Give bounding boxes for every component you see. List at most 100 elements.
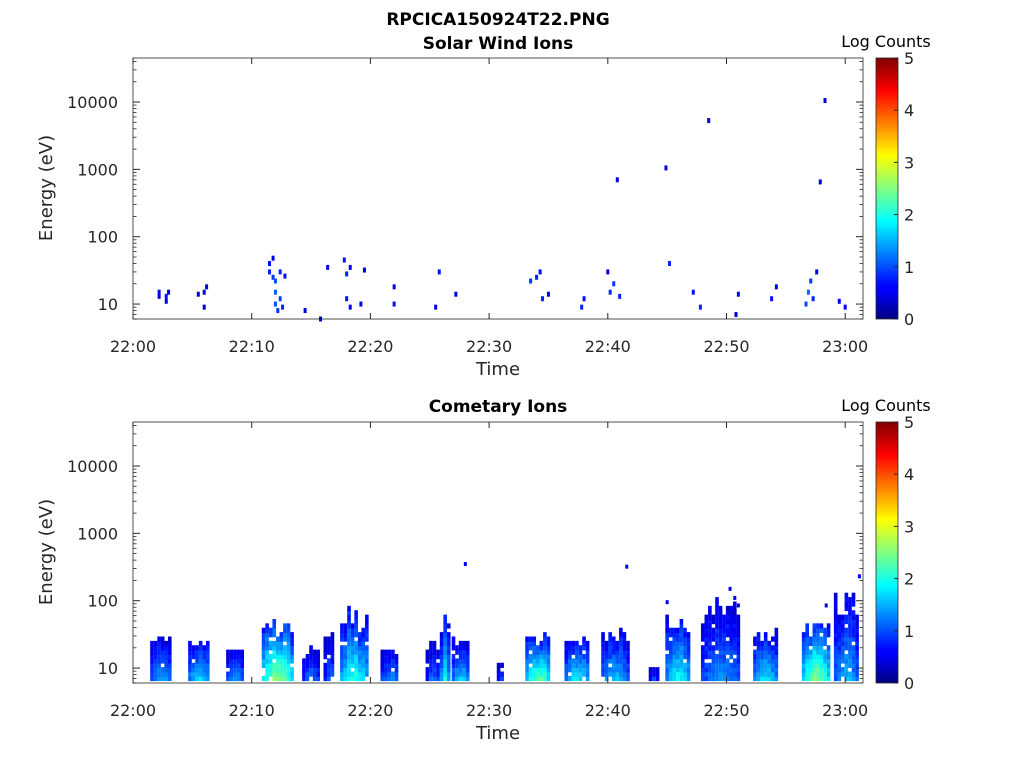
heatmap-cell: [844, 627, 849, 633]
heatmap-cell: [700, 671, 705, 677]
heatmap-cell: [343, 623, 348, 629]
heatmap-cell: [347, 610, 351, 616]
heatmap-cell: [615, 649, 620, 655]
heatmap-cell: [774, 662, 779, 668]
heatmap-cell: [236, 671, 241, 677]
heatmap-cell: [500, 675, 504, 682]
heatmap-cell: [823, 658, 827, 664]
heatmap-cell: [615, 667, 620, 673]
heatmap-cell: [708, 627, 712, 633]
heatmap-cell: [150, 658, 154, 664]
heatmap-cell: [604, 658, 609, 664]
heatmap-cell: [816, 671, 820, 677]
heatmap-cell: [164, 662, 169, 668]
heatmap-cell: [837, 675, 842, 682]
heatmap-cell: [808, 671, 813, 677]
heatmap-cell: [436, 675, 440, 682]
heatmap-cell: [458, 658, 463, 664]
heatmap-cell: [240, 667, 245, 673]
heatmap-cell: [312, 654, 317, 660]
heatmap-cell: [564, 667, 569, 673]
heatmap-cell: [525, 662, 529, 668]
heatmap-cell: [715, 605, 719, 612]
heatmap-cell: [354, 649, 358, 655]
heatmap-cell: [626, 649, 630, 655]
heatmap-cell: [153, 654, 158, 660]
heatmap-cell: [446, 649, 451, 655]
heatmap-cell: [708, 614, 712, 620]
heatmap-cell: [354, 614, 358, 620]
heatmap-cell: [546, 636, 551, 642]
heatmap-cell: [327, 640, 331, 647]
heatmap-cell: [763, 636, 768, 642]
heatmap-cell: [601, 636, 605, 642]
heatmap-cell: [801, 640, 806, 647]
heatmap-cell: [672, 632, 677, 638]
heatmap-cell: [500, 662, 504, 668]
y-axis-label: Energy (eV): [36, 135, 57, 241]
heatmap-cell: [708, 671, 712, 677]
heatmap-cell: [323, 662, 328, 668]
heatmap-cell: [606, 269, 610, 275]
heatmap-cell: [443, 671, 447, 677]
heatmap-cell: [164, 654, 169, 660]
heatmap-cell: [679, 658, 684, 664]
heatmap-cell: [668, 632, 673, 638]
heatmap-cell: [805, 658, 810, 664]
heatmap-cell: [283, 649, 287, 655]
heatmap-cell: [157, 675, 161, 682]
heatmap-cell: [601, 649, 605, 655]
heatmap-cell: [319, 316, 323, 322]
heatmap-cell: [665, 658, 669, 664]
heatmap-cell: [770, 662, 775, 668]
heatmap-cell: [564, 675, 569, 682]
heatmap-cell: [500, 671, 504, 677]
heatmap-cell: [340, 675, 344, 682]
heatmap-cell: [164, 667, 169, 673]
heatmap-cell: [763, 658, 768, 664]
heatmap-cell: [350, 632, 355, 638]
heatmap-cell: [316, 649, 320, 655]
heatmap-cell: [276, 640, 280, 647]
heatmap-cell: [380, 662, 385, 668]
colorbar-ticks: 0 1 2 3 4 5: [894, 49, 914, 329]
y-tick-label: 10000: [67, 457, 118, 476]
heatmap-cell: [575, 654, 579, 660]
heatmap-cell: [261, 636, 266, 642]
heatmap-cell: [528, 636, 533, 642]
y-tick-label: 100: [87, 228, 118, 247]
heatmap-cell: [729, 649, 734, 655]
heatmap-cell: [725, 640, 730, 647]
heatmap-cell: [439, 640, 444, 647]
heatmap-cell: [305, 667, 310, 673]
heatmap-cell: [575, 662, 579, 668]
heatmap-cell: [354, 654, 358, 660]
heatmap-cell: [676, 658, 680, 664]
heatmap-cell: [286, 671, 291, 677]
heatmap-cell: [736, 675, 741, 682]
heatmap-cell: [391, 654, 395, 660]
heatmap-cell: [350, 645, 355, 651]
heatmap-cell: [841, 658, 845, 664]
heatmap-cell: [715, 632, 719, 638]
heatmap-cell: [340, 662, 344, 668]
heatmap-cell: [686, 645, 691, 651]
heatmap-cell: [191, 645, 196, 651]
heatmap-cell: [668, 675, 673, 682]
heatmap-cell: [582, 667, 586, 673]
heatmap-cell: [443, 658, 447, 664]
heatmap-cell: [153, 649, 158, 655]
heatmap-cell: [268, 671, 273, 677]
heatmap-cell: [276, 645, 280, 651]
heatmap-cell: [812, 645, 817, 651]
heatmap-cell: [826, 654, 831, 660]
heatmap-cell: [150, 649, 154, 655]
heatmap-cell: [340, 645, 344, 651]
heatmap-cell: [801, 645, 806, 651]
heatmap-cell: [729, 605, 734, 612]
heatmap-cell: [279, 636, 284, 642]
heatmap-cell: [763, 640, 768, 647]
heatmap-cell: [309, 654, 313, 660]
heatmap-cell: [736, 645, 741, 651]
heatmap-cell: [347, 632, 351, 638]
